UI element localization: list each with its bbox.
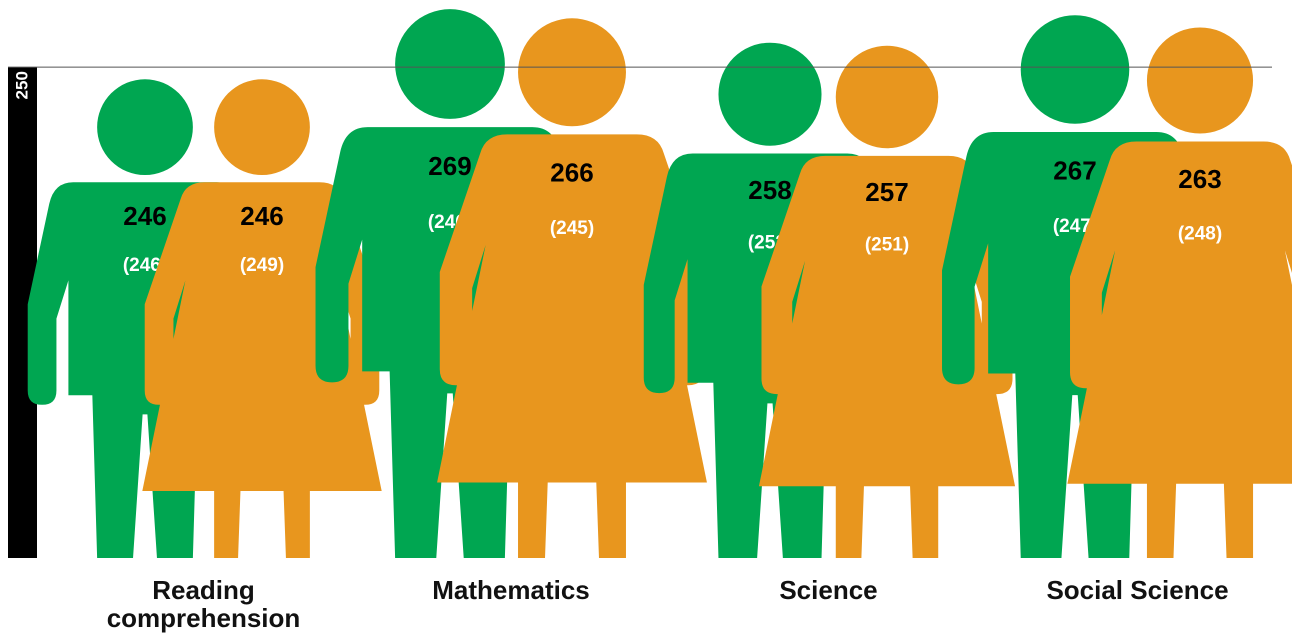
previous-label: (251) [865,235,909,256]
chart: 246(246)246(249)269(246)266(245)258(252)… [0,0,1292,644]
category-label: Mathematics [381,576,641,604]
value-label: 257 [865,177,908,207]
category-label: Science [699,576,959,604]
y-tick-label: 250 [12,71,31,99]
value-label: 246 [240,201,283,231]
category-label: Reading comprehension [74,576,334,632]
value-label: 267 [1053,156,1096,186]
value-label: 246 [123,201,166,231]
previous-label: (248) [1178,223,1222,244]
page: 246(246)246(249)269(246)266(245)258(252)… [0,0,1292,644]
category-label: Social Science [1008,576,1268,604]
previous-label: (249) [240,255,284,276]
value-label: 263 [1178,164,1221,194]
value-label: 258 [748,175,791,205]
value-label: 266 [550,158,593,188]
previous-label: (245) [550,218,594,239]
value-label: 269 [428,151,471,181]
